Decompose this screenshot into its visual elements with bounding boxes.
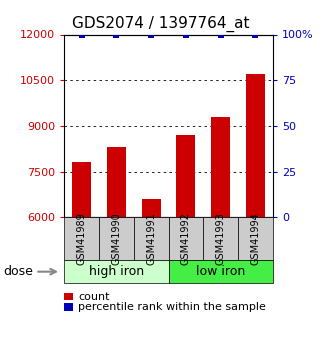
Bar [211,117,230,217]
Text: GSM41990: GSM41990 [111,213,121,265]
Text: low iron: low iron [196,265,245,278]
Text: GSM41994: GSM41994 [250,213,260,265]
Bar [107,147,126,217]
Text: dose: dose [3,265,33,278]
Bar [72,162,91,217]
Bar [246,74,265,217]
Text: GSM41993: GSM41993 [216,213,226,265]
Text: GSM41991: GSM41991 [146,213,156,265]
Bar [176,135,195,217]
Text: high iron: high iron [89,265,144,278]
Bar [142,199,161,217]
Text: percentile rank within the sample: percentile rank within the sample [78,302,266,312]
Text: GDS2074 / 1397764_at: GDS2074 / 1397764_at [72,16,249,32]
Text: GSM41992: GSM41992 [181,213,191,265]
Text: count: count [78,292,109,302]
Text: GSM41989: GSM41989 [77,213,87,265]
